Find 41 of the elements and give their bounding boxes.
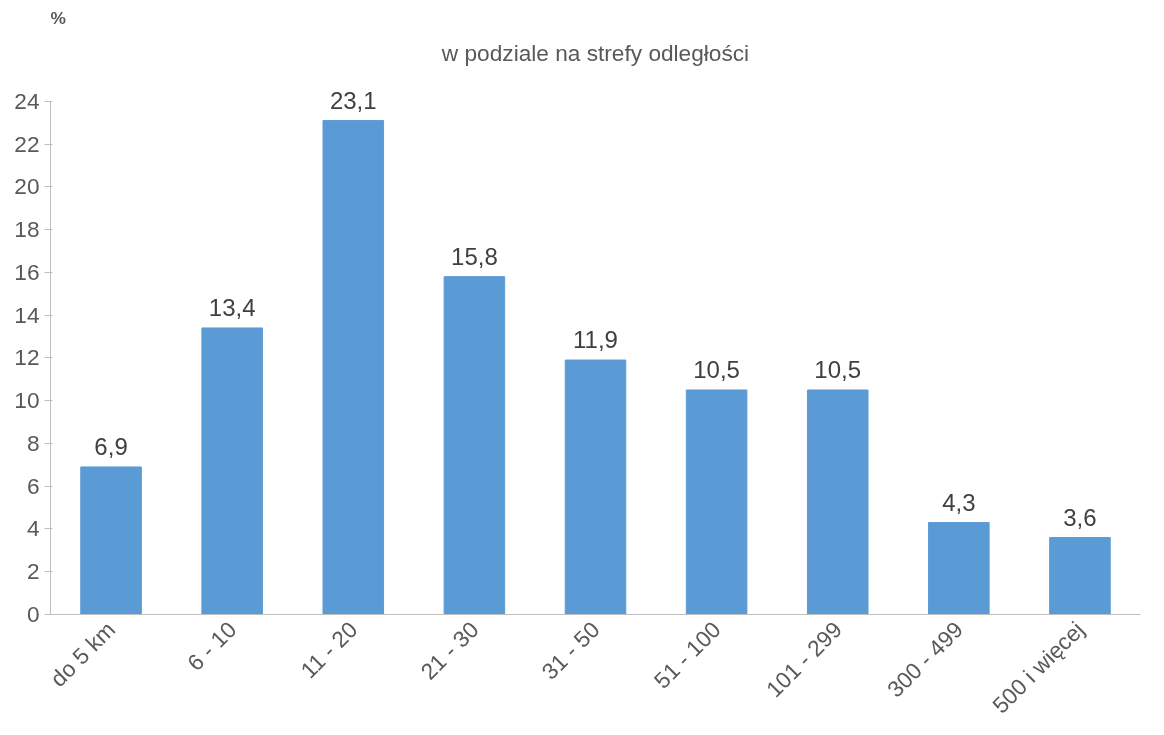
x-tick-label: 6 - 10 xyxy=(182,616,242,676)
y-tick-label: 10 xyxy=(14,387,40,414)
bar xyxy=(928,522,990,615)
chart-subtitle: w podziale na strefy odległości xyxy=(440,39,750,66)
data-label: 6,9 xyxy=(94,432,128,460)
data-label: 10,5 xyxy=(693,355,740,383)
x-tick-label: 11 - 20 xyxy=(295,616,363,684)
bar xyxy=(806,389,869,615)
y-tick-label: 4 xyxy=(26,515,40,542)
bar xyxy=(322,120,385,615)
y-tick-label: 14 xyxy=(14,301,40,328)
y-axis-title: % xyxy=(50,7,66,28)
x-tick-label: 21 - 30 xyxy=(415,616,484,685)
x-tick-label: 101 - 299 xyxy=(760,616,847,703)
y-tick-label: 6 xyxy=(26,472,40,499)
bar xyxy=(1049,537,1111,615)
x-tick-label: 300 - 499 xyxy=(881,616,969,703)
data-label: 3,6 xyxy=(1063,503,1097,531)
data-label: 23,1 xyxy=(329,86,377,114)
data-label: 4,3 xyxy=(942,488,976,516)
data-label: 11,9 xyxy=(573,326,618,354)
y-tick-label: 8 xyxy=(26,429,40,456)
y-tick-label: 20 xyxy=(14,173,40,200)
x-tick-label: 51 - 100 xyxy=(648,616,726,694)
y-tick-label: 2 xyxy=(26,558,40,585)
y-tick-label: 24 xyxy=(14,87,40,114)
y-tick-label: 12 xyxy=(14,344,40,371)
y-tick-label: 22 xyxy=(14,130,40,157)
data-label: 15,8 xyxy=(451,242,498,270)
y-tick-label: 18 xyxy=(14,216,40,243)
x-tick-label: do 5 km xyxy=(44,616,121,692)
bar xyxy=(685,389,748,615)
data-label: 10,5 xyxy=(814,355,862,383)
bar xyxy=(201,327,263,615)
x-tick-label: 31 - 50 xyxy=(536,616,605,685)
bar xyxy=(80,466,142,615)
y-tick-label: 0 xyxy=(26,601,40,627)
data-label: 13,4 xyxy=(208,293,256,321)
bar xyxy=(564,359,627,615)
y-tick-label: 16 xyxy=(14,258,40,285)
bar xyxy=(443,276,506,615)
